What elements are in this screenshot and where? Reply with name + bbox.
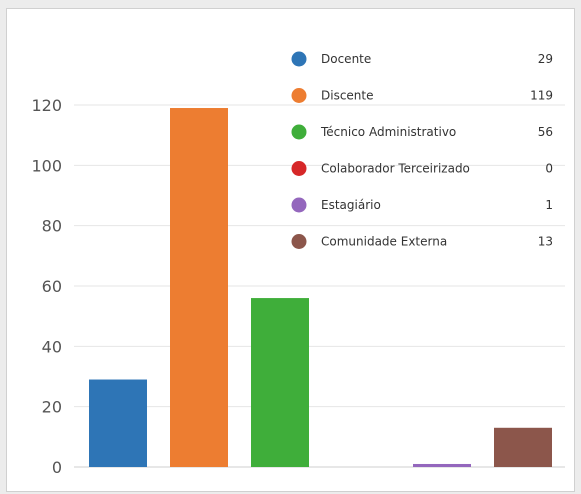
bar-docente[interactable]: [89, 379, 147, 467]
legend-label: Técnico Administrativo: [320, 125, 456, 139]
legend-item[interactable]: Técnico Administrativo 56: [291, 124, 554, 140]
legend: Docente 29 Discente 119 Técnico Administrati…: [291, 51, 554, 249]
legend-value: 56: [538, 125, 553, 139]
y-axis: 0 20 40 60 80 100 120: [31, 96, 62, 477]
legend-item[interactable]: Colaborador Terceirizado 0: [291, 161, 554, 176]
legend-value: 13: [538, 235, 553, 249]
legend-item[interactable]: Estagiário 1: [291, 197, 554, 213]
legend-value: 0: [545, 162, 553, 176]
gridlines: [74, 104, 565, 468]
legend-label: Discente: [321, 89, 374, 103]
bar-comunidade-externa[interactable]: [494, 427, 552, 467]
y-tick-label: 0: [52, 458, 62, 477]
legend-label: Colaborador Terceirizado: [321, 162, 470, 176]
legend-label: Docente: [321, 52, 371, 66]
bar-t-cnico-administrativo[interactable]: [251, 298, 309, 467]
legend-marker: [291, 124, 307, 140]
legend-value: 29: [538, 52, 553, 66]
bar-discente[interactable]: [170, 108, 228, 468]
legend-item[interactable]: Discente 119: [291, 88, 554, 103]
bars: [89, 108, 552, 468]
bar-estagi-rio[interactable]: [413, 463, 471, 467]
legend-marker: [291, 88, 307, 103]
chart-panel: 0 20 40 60 80 100 120 Docente 29 Discente 119 Técn…: [6, 8, 575, 492]
y-tick-label: 120: [31, 96, 62, 115]
legend-marker: [291, 234, 307, 249]
legend-marker: [291, 51, 307, 67]
legend-label: Comunidade Externa: [321, 235, 447, 249]
legend-item[interactable]: Docente 29: [291, 51, 554, 67]
y-tick-label: 80: [42, 217, 62, 236]
y-tick-label: 40: [42, 337, 62, 356]
legend-value: 119: [530, 89, 553, 103]
legend-item[interactable]: Comunidade Externa 13: [291, 234, 554, 249]
legend-marker: [291, 197, 307, 213]
legend-label: Estagiário: [321, 198, 381, 212]
y-tick-label: 100: [31, 156, 62, 175]
y-tick-label: 20: [42, 398, 62, 417]
legend-marker: [291, 161, 307, 176]
bar-chart: 0 20 40 60 80 100 120 Docente 29 Discente 119 Técn…: [31, 51, 565, 477]
legend-value: 1: [545, 198, 553, 212]
y-tick-label: 60: [42, 277, 62, 296]
